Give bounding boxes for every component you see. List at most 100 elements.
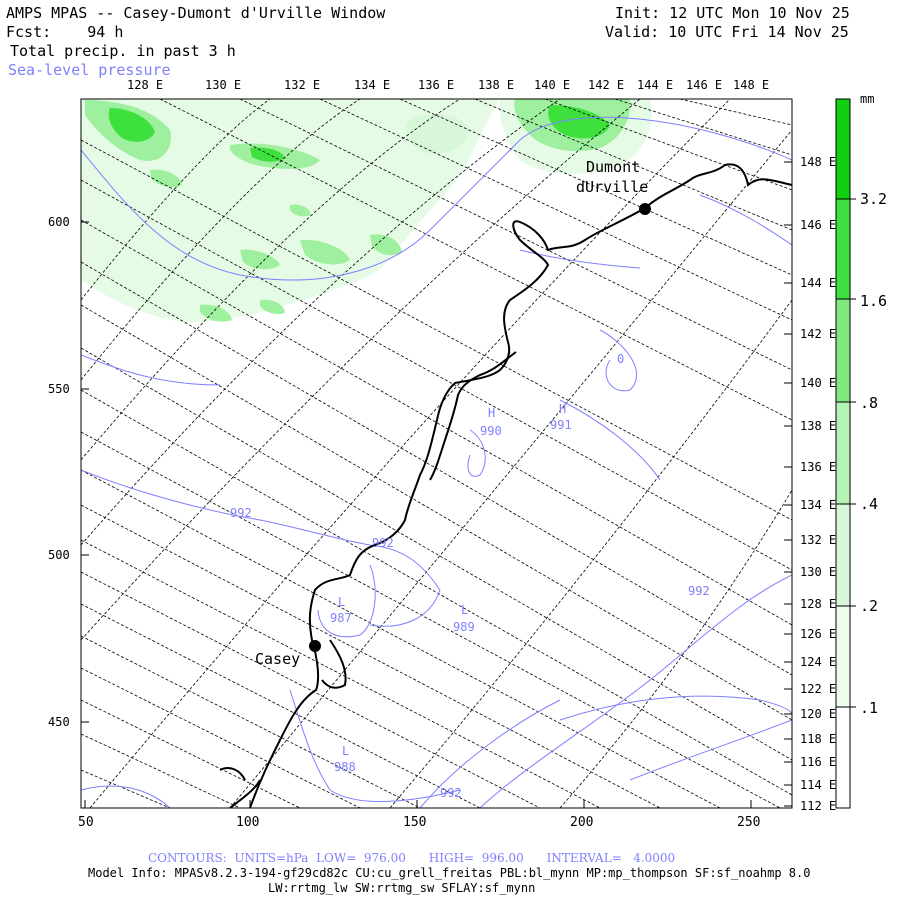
x-axis-label: 250 [737,815,761,830]
colorbar-tick: .2 [860,597,879,615]
station-marker-casey [309,640,321,652]
precip-light-area [405,114,470,154]
top-lon-label: 136 E [418,78,455,92]
top-lon-label: 146 E [686,78,723,92]
y-axis-label: 550 [48,382,70,396]
top-lon-label: 132 E [284,78,321,92]
colorbar-segment [836,707,850,808]
field-name: Total precip. in past 3 h [10,42,236,60]
colorbar-segment [836,606,850,707]
right-lon-label: 134 E [800,498,837,512]
top-lon-label: 134 E [354,78,391,92]
plot-frame [80,98,793,809]
top-lon-label: 140 E [534,78,571,92]
colorbar-segment [836,402,850,504]
contour-label: 0 [617,352,625,366]
pressure-center-type: H [488,406,496,420]
top-lon-label: 148 E [733,78,770,92]
right-lon-label: 132 E [800,533,837,547]
right-lon-ticks [784,161,792,807]
right-lon-label: 118 E [800,732,837,746]
top-lon-label: 138 E [478,78,515,92]
right-lon-label: 128 E [800,597,837,611]
map-title: AMPS MPAS -- Casey-Dumont d'Urville Wind… [6,4,386,22]
top-lon-label: 144 E [637,78,674,92]
map-plot-area [81,99,792,808]
right-lon-label: 136 E [800,460,837,474]
pressure-center-value: 987 [330,611,352,625]
colorbar-tick: 3.2 [860,190,888,208]
colorbar-tick: 1.6 [860,292,888,310]
pressure-center-type: L [338,595,346,609]
y-axis-label: 500 [48,548,70,562]
x-axis-label: 50 [78,815,94,830]
right-lon-label: 140 E [800,376,837,390]
contour-label: 992 [372,536,394,550]
pressure-center-type: H [559,402,567,416]
pressure-center-value: 988 [334,760,356,774]
precip-strong-area [548,105,610,139]
colorbar-tick: .8 [860,394,879,412]
precip-mid-area [370,234,402,256]
station-label-durville: dUrville [576,178,649,196]
right-lon-label: 122 E [800,682,837,696]
y-axis-label: 450 [48,715,70,729]
precip-mid-area [290,204,311,217]
y-axis-ticks [81,221,89,723]
station-marker-dumont [639,203,651,215]
pressure-center-value: 989 [453,620,475,634]
pressure-center-type: L [461,603,469,617]
x-axis-label: 200 [570,815,594,830]
precip-mid-area [150,169,182,188]
precip-strong-area [108,108,155,142]
right-lon-label: 142 E [800,327,837,341]
right-lon-label: 114 E [800,778,837,792]
contour-info: CONTOURS: UNITS=hPa LOW= 976.00 HIGH= 99… [148,851,676,865]
right-lon-label: 138 E [800,419,837,433]
model-info: Model Info: MPASv8.2.3-194-gf29cd82c CU:… [88,866,811,880]
top-lon-label: 142 E [588,78,625,92]
right-lon-label: 124 E [800,655,837,669]
colorbar-segment [836,504,850,606]
x-axis-label: 100 [236,815,260,830]
x-axis-label: 150 [403,815,427,830]
contour-label: 992 [688,584,710,598]
precip-mid-area [240,249,280,270]
colorbar-unit: mm [860,92,875,106]
pressure-center-type: L [342,744,350,758]
colorbar-segment [836,99,850,199]
right-lon-label: 146 E [800,218,837,232]
precip-mid-area [300,239,350,265]
y-axis-label: 600 [48,215,70,229]
station-label-casey: Casey [255,650,301,668]
right-lon-label: 116 E [800,755,837,769]
top-lon-label: 130 E [205,78,242,92]
valid-time: Valid: 10 UTC Fri 14 Nov 25 [605,23,849,41]
contour-label: 992 [440,786,462,800]
pressure-center-value: 991 [550,418,572,432]
top-lon-label: 128 E [127,78,164,92]
forecast-hour: Fcst: 94 h [6,23,124,41]
right-lon-label: 126 E [800,627,837,641]
colorbar-tick: .1 [860,699,879,717]
right-lon-label: 120 E [800,707,837,721]
contour-label: 992 [230,506,252,520]
colorbar [835,98,856,809]
x-axis-ticks [84,800,752,808]
precip-mid-area [260,299,285,315]
station-label-dumont: Dumont [586,158,641,176]
right-lon-label: 144 E [800,276,837,290]
precipitation-field [81,99,652,323]
right-lon-label: 112 E [800,799,837,813]
pressure-center-value: 990 [480,424,502,438]
latlon-grid [81,99,792,808]
colorbar-segment [836,199,850,299]
right-lon-label: 130 E [800,565,837,579]
init-time: Init: 12 UTC Mon 10 Nov 25 [615,4,850,22]
colorbar-tick: .4 [860,495,879,513]
right-lon-label: 148 E [800,155,837,169]
model-info-physics: LW:rrtmg_lw SW:rrtmg_sw SFLAY:sf_mynn [268,881,536,895]
colorbar-segment [836,299,850,402]
overlay-name: Sea-level pressure [8,61,171,79]
